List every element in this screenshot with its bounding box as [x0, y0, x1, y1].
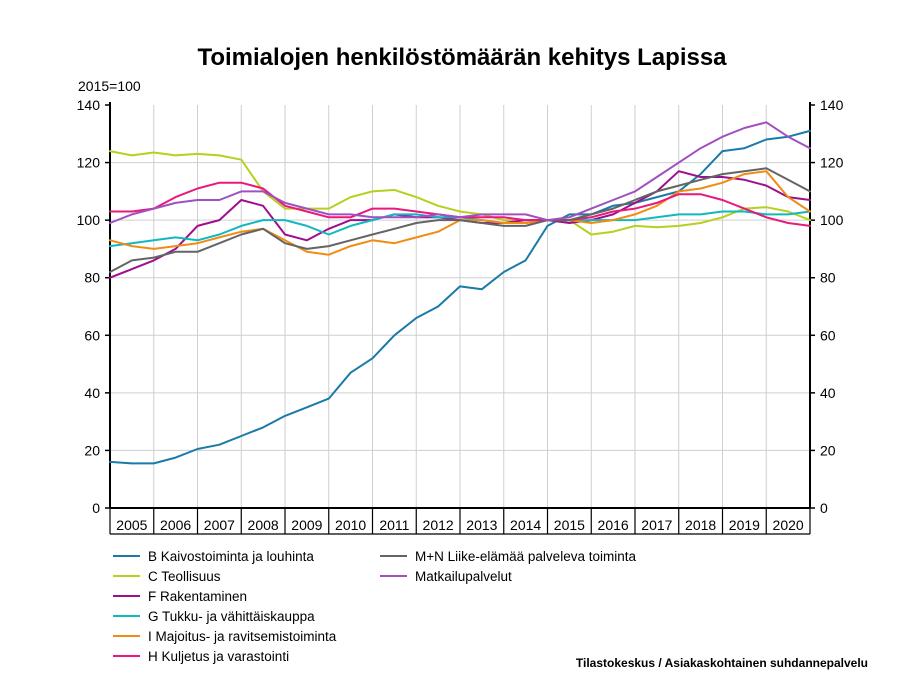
- y-tick-label-right: 0: [820, 500, 828, 516]
- x-tick-label: 2013: [466, 517, 497, 533]
- gridlines: [110, 105, 810, 508]
- y-tick-label-right: 40: [820, 385, 836, 401]
- x-tick-label: 2020: [773, 517, 804, 533]
- y-tick-label-left: 20: [84, 442, 100, 458]
- y-tick-label-right: 120: [820, 155, 844, 171]
- x-tick-label: 2015: [554, 517, 585, 533]
- y-axis-label: 2015=100: [78, 78, 141, 94]
- source-note: Tilastokeskus / Asiakaskohtainen suhdann…: [576, 656, 868, 670]
- legend-label: Matkailupalvelut: [415, 569, 512, 584]
- legend-label: B Kaivostoiminta ja louhinta: [148, 549, 314, 564]
- x-tick-label: 2006: [160, 517, 191, 533]
- x-tick-label: 2016: [598, 517, 629, 533]
- x-tick-label: 2017: [641, 517, 672, 533]
- legend-label: F Rakentaminen: [148, 589, 247, 604]
- x-tick-label: 2008: [248, 517, 279, 533]
- x-tick-label: 2019: [729, 517, 760, 533]
- y-tick-label-left: 100: [77, 212, 101, 228]
- y-tick-label-left: 120: [77, 155, 101, 171]
- y-tick-label-left: 0: [92, 500, 100, 516]
- legend-label: G Tukku- ja vähittäiskauppa: [148, 609, 315, 624]
- legend-label: M+N Liike-elämää palveleva toiminta: [415, 549, 636, 564]
- series-line-8: [109, 121, 811, 224]
- y-tick-label-right: 60: [820, 327, 836, 343]
- x-tick-label: 2010: [335, 517, 366, 533]
- y-tick-label-left: 80: [84, 270, 100, 286]
- y-tick-label-left: 60: [84, 327, 100, 343]
- axes: [105, 102, 815, 535]
- series-lines: [109, 121, 811, 465]
- series-line-1: [109, 129, 811, 465]
- x-tick-label: 2018: [685, 517, 716, 533]
- x-tick-label: 2014: [510, 517, 541, 533]
- y-tick-label-right: 140: [820, 97, 844, 113]
- y-tick-label-left: 140: [77, 97, 101, 113]
- legend: B Kaivostoiminta ja louhinta C Teollisuus…: [113, 549, 636, 664]
- x-tick-label: 2012: [423, 517, 454, 533]
- x-tick-label: 2007: [204, 517, 235, 533]
- chart-title: Toimialojen henkilöstömäärän kehitys Lap…: [197, 44, 727, 71]
- y-tick-label-right: 100: [820, 212, 844, 228]
- legend-label: H Kuljetus ja varastointi: [148, 649, 289, 664]
- y-tick-label-left: 40: [84, 385, 100, 401]
- legend-label: C Teollisuus: [148, 569, 221, 584]
- x-tick-label: 2011: [379, 517, 409, 533]
- x-tick-label: 2009: [291, 517, 322, 533]
- series-line-7: [109, 167, 811, 273]
- legend-label: I Majoitus- ja ravitsemistoiminta: [148, 629, 337, 644]
- x-tick-label: 2005: [116, 517, 147, 533]
- series-line-2: [109, 150, 811, 236]
- y-tick-label-right: 20: [820, 442, 836, 458]
- y-tick-label-right: 80: [820, 270, 836, 286]
